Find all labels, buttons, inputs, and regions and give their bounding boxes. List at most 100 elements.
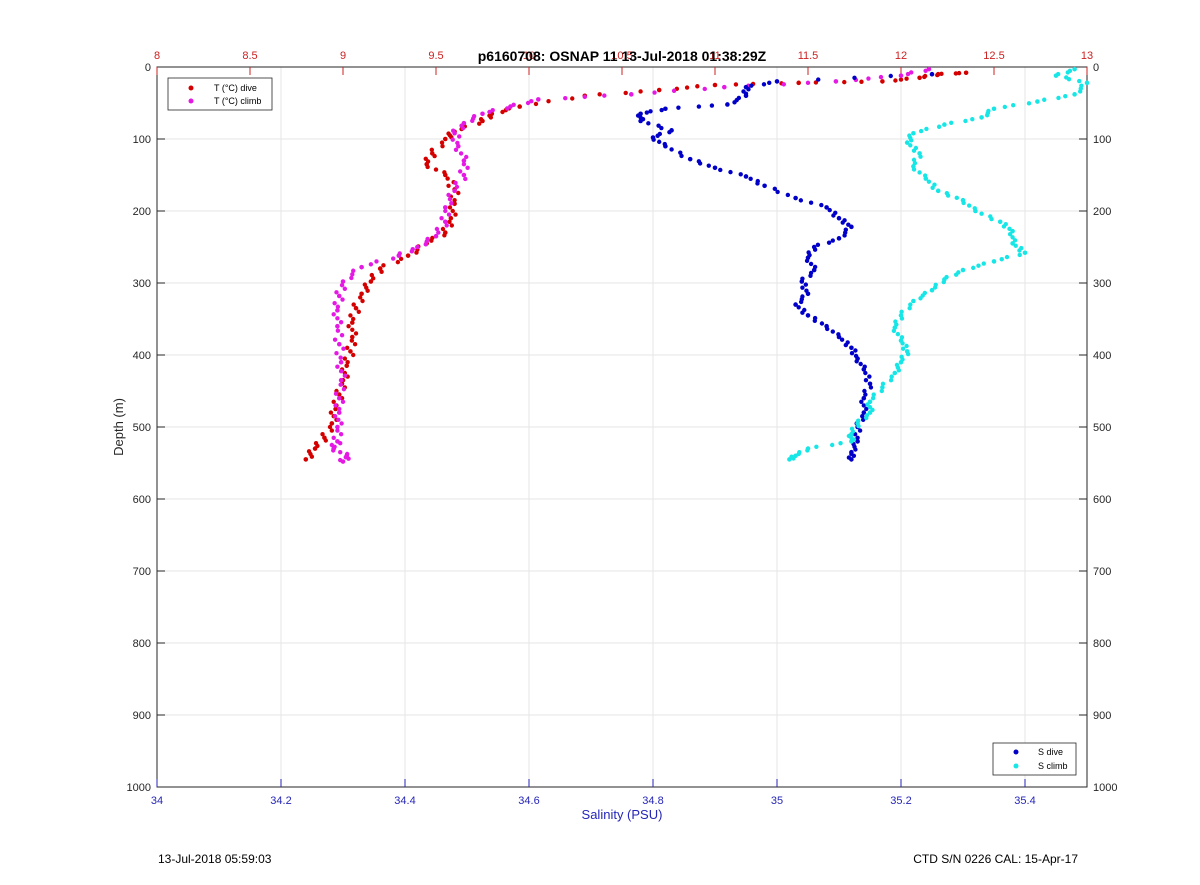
- data-point-interp: [896, 368, 902, 373]
- data-point-interp: [449, 223, 455, 228]
- data-point-interp: [342, 373, 348, 378]
- data-point-interp: [849, 351, 855, 356]
- data-marks: [303, 66, 1090, 464]
- data-point-interp: [623, 90, 628, 96]
- footer-ctd-info: CTD S/N 0226 CAL: 15-Apr-17: [913, 852, 1078, 866]
- data-point-interp: [340, 399, 346, 404]
- data-point-interp: [860, 414, 865, 419]
- data-point: [1010, 228, 1015, 234]
- data-point: [517, 104, 522, 109]
- series-t-c-dive: [303, 70, 969, 462]
- data-point-interp: [853, 348, 858, 353]
- data-point-interp: [644, 110, 649, 115]
- legend-marker-s-dive: [1013, 749, 1019, 755]
- data-point-interp: [309, 454, 315, 459]
- data-point: [861, 395, 867, 401]
- data-point-interp: [702, 86, 707, 92]
- data-point-interp: [798, 198, 804, 203]
- data-point-interp: [679, 153, 684, 159]
- data-point-interp: [323, 438, 328, 443]
- data-point-interp: [936, 124, 942, 129]
- data-point-interp: [905, 71, 911, 77]
- data-point-interp: [825, 326, 830, 332]
- x-axis-title: Salinity (PSU): [582, 807, 663, 822]
- data-point-interp: [900, 341, 905, 346]
- legend-label-s-climb: S climb: [1038, 761, 1068, 771]
- data-point-interp: [899, 309, 904, 314]
- data-point-interp: [1001, 224, 1007, 229]
- data-point: [687, 156, 693, 162]
- data-point-interp: [328, 410, 334, 415]
- data-point-interp: [878, 74, 884, 80]
- x-top-tick-label: 9: [340, 50, 346, 62]
- data-point-interp: [443, 208, 448, 214]
- data-point: [359, 264, 364, 270]
- data-point: [898, 73, 904, 78]
- legend-label-s-dive: S dive: [1038, 747, 1063, 757]
- data-point-interp: [796, 305, 801, 310]
- data-point-interp: [932, 285, 938, 290]
- data-point: [861, 410, 867, 415]
- y-tick-label-right: 1000: [1093, 782, 1117, 794]
- data-point-interp: [456, 190, 461, 196]
- data-point-interp: [1042, 97, 1047, 102]
- data-point-interp: [368, 262, 374, 267]
- data-point-interp: [798, 299, 804, 305]
- data-point-interp: [908, 302, 913, 307]
- data-point: [849, 439, 854, 444]
- data-point-interp: [839, 337, 845, 342]
- data-point: [344, 363, 350, 369]
- data-point-interp: [648, 109, 653, 114]
- data-point-interp: [831, 213, 836, 218]
- data-point-interp: [453, 180, 458, 186]
- data-point-interp: [346, 324, 351, 329]
- data-point-interp: [425, 164, 430, 170]
- data-point-interp: [1017, 248, 1022, 253]
- data-point: [629, 92, 634, 97]
- data-point-interp: [460, 126, 466, 131]
- y-tick-label-left: 100: [133, 134, 151, 146]
- data-point-interp: [440, 144, 445, 149]
- data-point: [335, 424, 340, 430]
- data-point-interp: [671, 88, 677, 93]
- y-tick-label-right: 0: [1093, 62, 1099, 74]
- data-point-interp: [924, 126, 929, 132]
- data-point: [743, 174, 749, 179]
- data-point: [336, 395, 342, 401]
- data-point-interp: [976, 263, 981, 268]
- data-point-interp: [1007, 226, 1012, 232]
- data-point-interp: [1065, 70, 1070, 75]
- data-point-interp: [333, 391, 339, 396]
- data-point-interp: [334, 290, 339, 295]
- data-point-interp: [866, 76, 871, 81]
- data-point-interp: [335, 316, 340, 321]
- data-point: [1072, 66, 1077, 72]
- data-point-interp: [911, 148, 917, 153]
- x-top-tick-label: 11.5: [798, 50, 819, 62]
- data-point-interp: [453, 212, 458, 217]
- data-point-interp: [979, 211, 984, 216]
- data-point-interp: [967, 203, 972, 208]
- data-point-interp: [365, 288, 370, 293]
- x-bottom-tick-label: 34.2: [270, 795, 291, 807]
- data-point-interp: [899, 316, 905, 321]
- data-point-interp: [341, 387, 347, 392]
- data-point: [338, 377, 344, 383]
- data-point: [312, 446, 318, 451]
- data-point-interp: [935, 72, 940, 78]
- data-point-interp: [657, 139, 662, 145]
- data-point: [935, 188, 941, 194]
- data-point-interp: [414, 250, 419, 255]
- data-point: [329, 421, 335, 426]
- y-tick-label-left: 700: [133, 566, 151, 578]
- data-point-interp: [855, 435, 860, 440]
- data-point: [833, 79, 839, 84]
- data-point-interp: [728, 169, 733, 175]
- data-point: [480, 118, 485, 124]
- data-point-interp: [464, 154, 469, 160]
- data-point-interp: [379, 269, 384, 275]
- data-point-interp: [395, 259, 401, 265]
- data-point-interp: [945, 193, 951, 198]
- y-tick-label-left: 900: [133, 710, 151, 722]
- data-point-interp: [488, 115, 494, 120]
